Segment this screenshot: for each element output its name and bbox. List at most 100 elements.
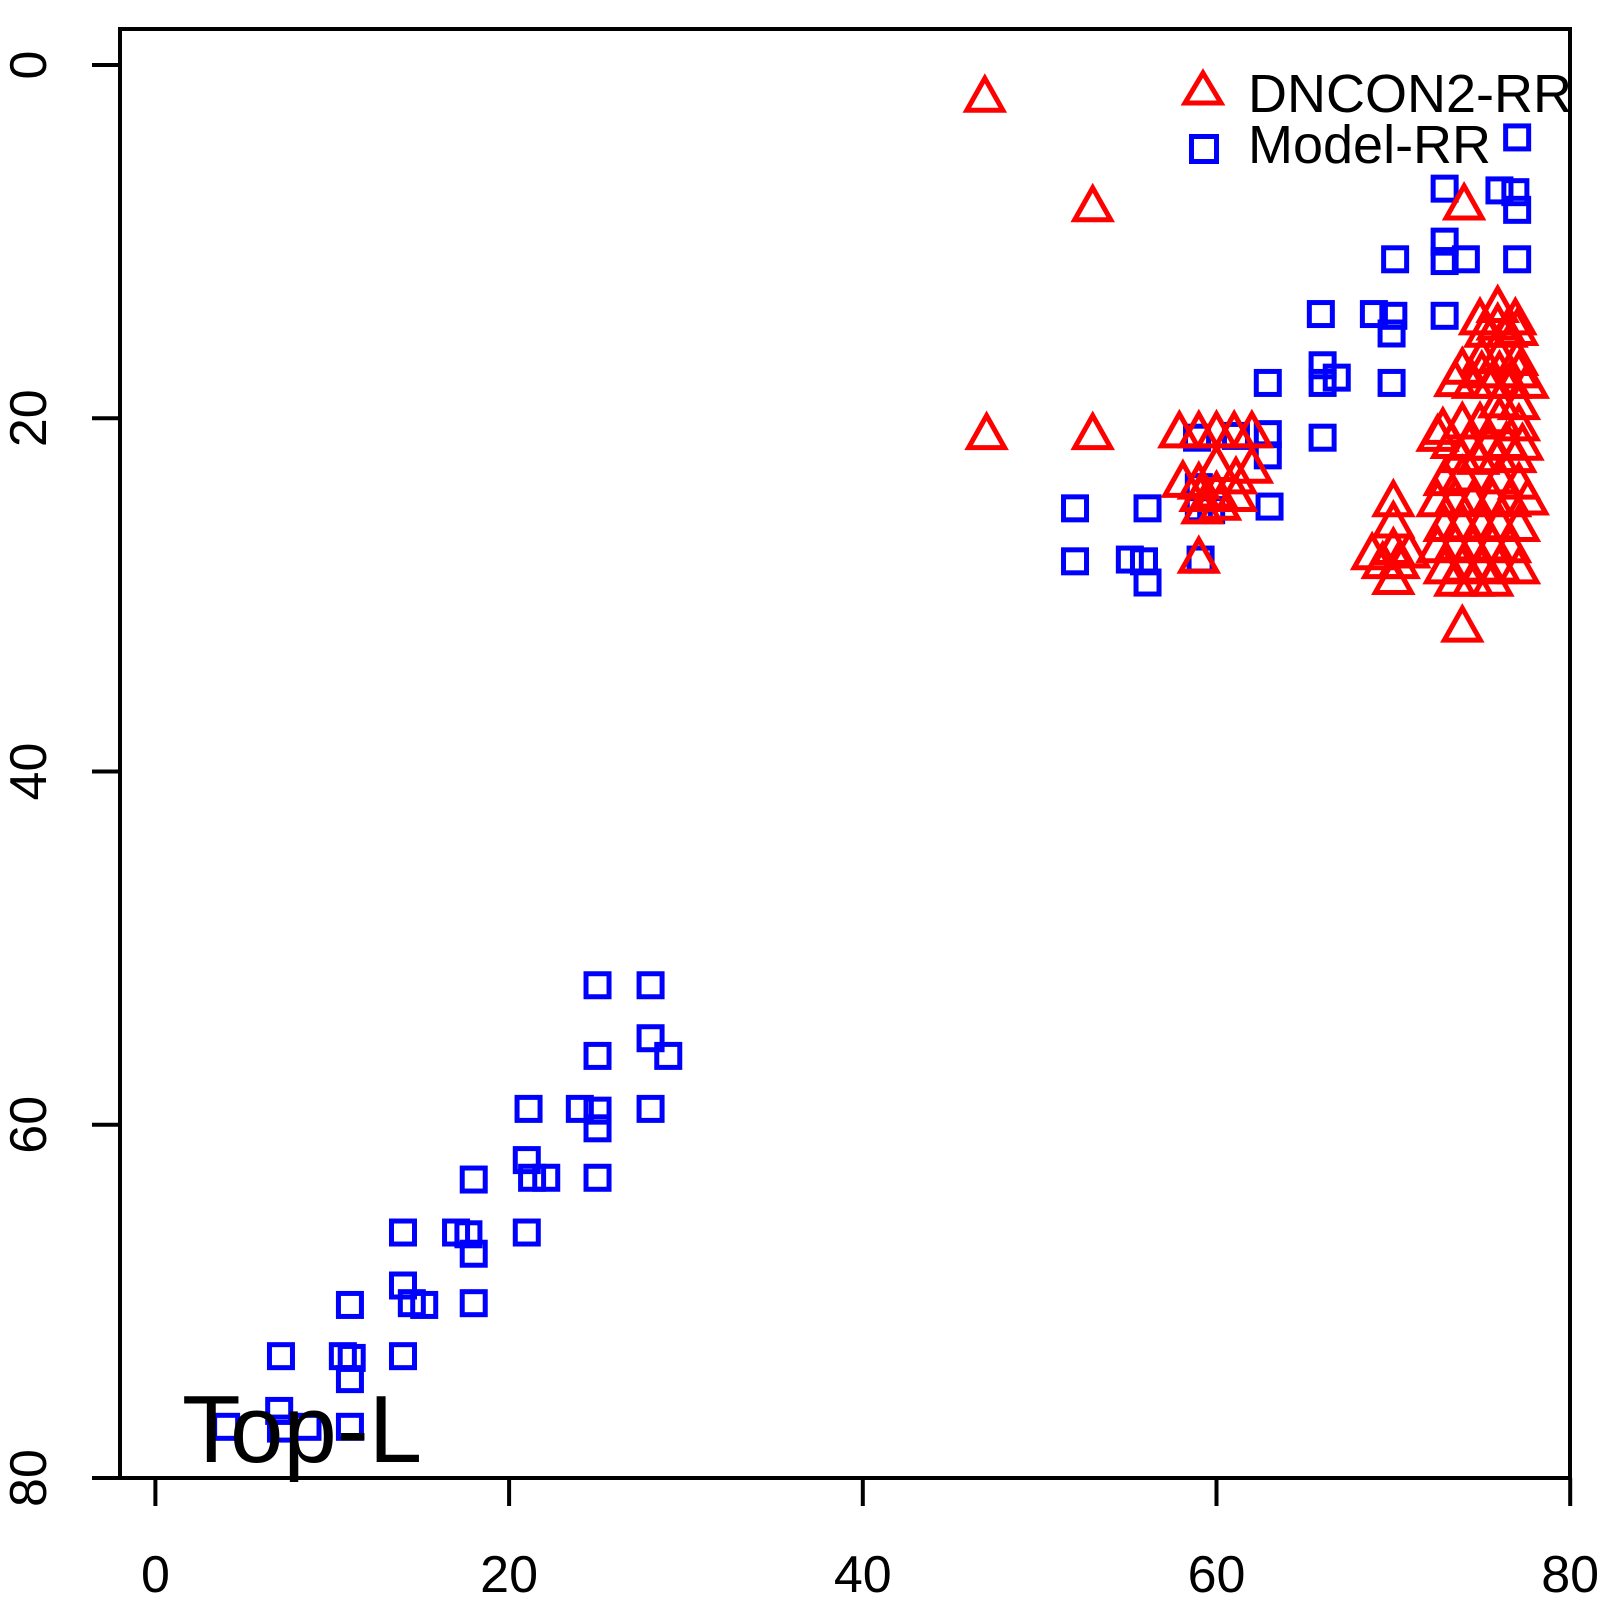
x-tick-label: 0: [141, 1546, 170, 1600]
data-point-square: [583, 1096, 612, 1125]
data-point-triangle: [1178, 472, 1223, 512]
data-point-square: [1377, 319, 1406, 348]
data-point-square: [335, 1290, 364, 1319]
data-point-triangle: [1496, 380, 1542, 421]
data-point-square: [1061, 494, 1090, 523]
data-point-square: [1503, 195, 1532, 224]
data-point-square: [1061, 547, 1090, 576]
data-point-square: [583, 1041, 612, 1070]
data-point-square: [388, 1342, 417, 1371]
data-point-square: [388, 1218, 417, 1247]
data-point-square: [1451, 245, 1480, 274]
data-point-square: [514, 1094, 543, 1123]
plot-annotation: Top-L: [182, 1376, 422, 1483]
data-point-triangle: [1470, 557, 1515, 597]
data-point-square: [1306, 300, 1335, 329]
data-point-square: [1381, 245, 1410, 274]
data-point-triangle: [1441, 180, 1487, 221]
data-point-square: [636, 1024, 665, 1053]
data-point-square: [1379, 301, 1408, 330]
data-point-square: [512, 1146, 541, 1175]
data-point-triangle: [1477, 394, 1522, 435]
data-point-square: [1377, 368, 1406, 397]
data-point-square: [265, 1396, 294, 1425]
data-point-triangle: [1176, 534, 1222, 574]
data-point-square: [1322, 363, 1351, 392]
legend-triangle-icon: [1180, 68, 1226, 106]
data-point-square: [1503, 123, 1532, 152]
data-point-triangle: [1371, 498, 1416, 539]
y-tick-label: 0: [0, 51, 58, 80]
data-point-triangle: [1496, 401, 1542, 442]
data-point-square: [1503, 245, 1532, 274]
data-point-square: [335, 1365, 364, 1394]
data-point-triangle: [1194, 442, 1239, 482]
data-point-square: [583, 1114, 612, 1143]
data-point-square: [1430, 174, 1459, 203]
data-point-square: [654, 1041, 683, 1070]
data-point-triangle: [1440, 603, 1485, 643]
plot-border: [118, 27, 1572, 1480]
data-point-square: [636, 971, 665, 1000]
x-tick-label: 40: [834, 1546, 892, 1600]
data-point-square: [459, 1165, 488, 1194]
data-point-triangle: [962, 73, 1008, 113]
data-point-square: [636, 1094, 665, 1123]
legend: DNCON2-RR Model-RR: [1180, 64, 1572, 175]
data-point-square: [565, 1094, 594, 1123]
data-point-square: [512, 1218, 541, 1247]
data-point-square: [1485, 176, 1514, 205]
x-tick-label: 60: [1188, 1546, 1246, 1600]
data-point-triangle: [1180, 484, 1225, 525]
data-point-square: [518, 1163, 547, 1192]
data-point-square: [1430, 227, 1459, 256]
legend-label-dncon2rr: DNCON2-RR: [1248, 64, 1572, 124]
data-point-triangle: [964, 410, 1009, 451]
y-axis: 0 20 40 60 80: [0, 51, 120, 1507]
data-point-square: [212, 1412, 241, 1441]
data-point-triangle: [1070, 410, 1115, 451]
y-tick-label: 60: [0, 1096, 58, 1154]
data-point-square: [459, 1239, 488, 1268]
y-tick-label: 40: [0, 743, 58, 801]
data-point-square: [1430, 301, 1459, 330]
data-point-triangle: [1505, 475, 1551, 516]
legend-label-modelrr: Model-RR: [1248, 115, 1491, 175]
data-point-square: [410, 1290, 439, 1319]
data-point-square: [1115, 545, 1144, 574]
data-point-triangle: [1229, 444, 1275, 484]
x-tick-label: 20: [480, 1546, 538, 1600]
data-point-triangle: [1213, 472, 1259, 512]
data-point-square: [1501, 178, 1530, 207]
data-point-triangle: [1376, 539, 1421, 580]
data-point-square: [266, 1414, 295, 1443]
data-point-square: [1133, 494, 1162, 523]
data-point-triangle: [1371, 477, 1416, 518]
x-tick-label: 80: [1541, 1546, 1599, 1600]
x-axis: 0 20 40 60 80: [141, 1478, 1599, 1600]
y-tick-label: 20: [0, 389, 58, 447]
data-point-square: [454, 1220, 483, 1249]
data-point-triangle: [1475, 283, 1520, 323]
data-point-square: [1308, 368, 1337, 397]
data-point-triangle: [1213, 454, 1259, 495]
data-point-triangle: [1371, 555, 1416, 595]
legend-square-icon: [1189, 134, 1219, 164]
data-point-square: [1359, 300, 1388, 329]
data-point-square: [583, 971, 612, 1000]
data-point-triangle: [1070, 182, 1115, 223]
data-point-square: [1308, 423, 1337, 452]
data-point-square: [388, 1271, 417, 1300]
data-point-square: [1255, 492, 1284, 521]
data-point-square: [335, 1412, 364, 1441]
data-point-square: [1133, 568, 1162, 597]
data-point-triangle: [1496, 544, 1542, 585]
data-point-square: [266, 1342, 295, 1371]
points-layer: [212, 73, 1551, 1443]
data-point-square: [1253, 368, 1282, 397]
y-tick-label: 80: [0, 1449, 58, 1507]
data-point-square: [583, 1163, 612, 1192]
data-point-square: [293, 1412, 322, 1441]
data-point-square: [532, 1163, 561, 1192]
